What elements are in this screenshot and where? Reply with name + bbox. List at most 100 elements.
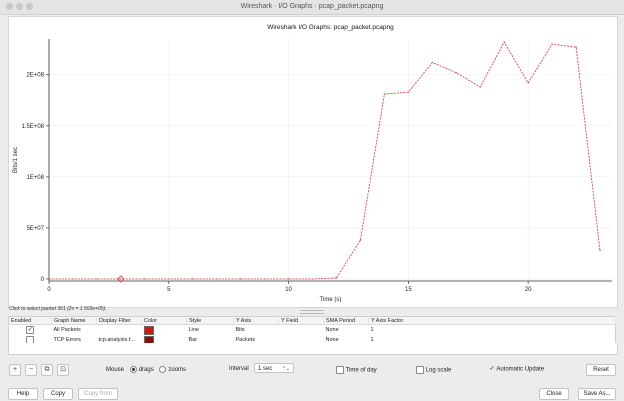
zooms-label[interactable]: zooms <box>168 367 187 374</box>
mouse-label: Mouse <box>106 367 125 374</box>
col-y-axis[interactable]: Y Axis <box>233 316 279 325</box>
display-filter-cell[interactable]: tcp.analysis.f... <box>98 337 135 343</box>
data-point <box>599 249 601 251</box>
col-color[interactable]: Color <box>141 316 187 325</box>
col-graph-name[interactable]: Graph Name <box>51 316 97 325</box>
x-tick-label: 0 <box>47 287 51 293</box>
data-point <box>144 278 146 280</box>
y-axis-factor-cell[interactable]: 1 <box>370 337 374 343</box>
chart-title: Wireshark I/O Graphs: pcap_packet.pcapng <box>267 24 394 31</box>
copy-from-button[interactable]: Copy from <box>78 388 118 400</box>
display-filter-cell[interactable] <box>97 325 142 336</box>
data-point <box>455 72 457 74</box>
x-axis-label: Time (s) <box>320 297 342 303</box>
data-point <box>287 278 290 280</box>
close-button[interactable]: Close <box>539 388 569 400</box>
y-field-cell[interactable] <box>279 325 324 336</box>
save-as-button[interactable]: Save As... <box>578 388 616 400</box>
data-point <box>120 278 122 280</box>
sma-period-cell[interactable]: None <box>325 337 339 343</box>
table-row[interactable]: ✓ All Packets Line Bits None 1 <box>9 325 616 336</box>
data-point <box>264 278 266 280</box>
data-point <box>503 41 505 43</box>
y-tick-label: 1.5E+08 <box>21 124 44 130</box>
time-of-day-checkbox[interactable] <box>336 366 344 374</box>
automatic-update-toggle[interactable]: ✓ Automatic Update <box>489 366 544 373</box>
color-swatch[interactable] <box>143 325 154 335</box>
minimize-window-button[interactable] <box>16 3 23 10</box>
data-point <box>192 278 194 280</box>
io-graph-plot[interactable]: Wireshark I/O Graphs: pcap_packet.pcapng… <box>8 16 618 308</box>
data-point <box>216 278 218 280</box>
data-point <box>168 278 170 280</box>
io-graph-chart[interactable]: Wireshark I/O Graphs: pcap_packet.pcapng… <box>9 17 617 307</box>
time-of-day-toggle[interactable]: Time of day <box>336 366 377 374</box>
y-tick-label: 0 <box>41 277 45 283</box>
drags-label[interactable]: drags <box>138 367 154 374</box>
sma-period-cell[interactable]: None <box>325 327 339 333</box>
automatic-update-checkbox[interactable]: ✓ <box>489 366 495 372</box>
interval-label: Interval <box>229 366 249 372</box>
x-tick-label: 5 <box>167 287 171 293</box>
y-axis-cell[interactable]: Packets <box>235 337 256 343</box>
table-row[interactable]: TCP Errors tcp.analysis.f... Bar Packets… <box>9 335 616 346</box>
data-point <box>551 43 553 45</box>
remove-graph-button[interactable]: − <box>25 364 37 376</box>
graph-name-cell[interactable]: TCP Errors <box>53 337 81 343</box>
close-window-button[interactable] <box>6 3 13 10</box>
log-scale-label[interactable]: Log scale <box>425 367 452 374</box>
graph-name-cell[interactable]: All Packets <box>53 327 81 333</box>
splitter-handle[interactable] <box>300 310 324 314</box>
col-enabled[interactable]: Enabled <box>8 316 52 325</box>
col-sma-period[interactable]: SMA Period <box>323 316 369 325</box>
interval-value: 1 sec <box>258 366 273 372</box>
x-tick-label: 15 <box>405 287 412 293</box>
col-y-field[interactable]: Y Field <box>278 316 324 325</box>
style-cell[interactable]: Line <box>188 327 199 333</box>
col-display-filter[interactable]: Display Filter <box>96 316 142 325</box>
title-bar: Wireshark · I/O Graphs · pcap_packet.pca… <box>0 0 624 15</box>
y-axis-label: Bits/1 sec <box>13 147 19 173</box>
y-axis-factor-cell[interactable]: 1 <box>370 327 374 333</box>
style-cell[interactable]: Bar <box>188 337 198 343</box>
log-scale-checkbox[interactable] <box>416 366 424 374</box>
data-point <box>311 278 314 280</box>
col-y-axis-factor[interactable]: Y Axis Factor <box>368 316 616 325</box>
graphs-table-empty-area <box>8 343 618 355</box>
reset-button[interactable]: Reset <box>586 364 616 376</box>
data-point <box>527 82 529 84</box>
log-scale-toggle[interactable]: Log scale <box>416 366 451 374</box>
zoom-window-button[interactable] <box>26 3 33 10</box>
y-tick-label: 1E+08 <box>26 175 44 181</box>
interval-select[interactable]: 1 sec ⌃⌄ <box>254 363 294 373</box>
data-point <box>407 91 409 93</box>
data-point <box>575 46 577 48</box>
series-line-all-packets <box>49 41 601 280</box>
status-hint: Click to select packet 361 (2s = 1.502e+… <box>9 306 107 312</box>
time-of-day-label[interactable]: Time of day <box>345 367 377 374</box>
data-point <box>96 278 98 280</box>
data-point <box>72 278 74 280</box>
clear-graphs-button[interactable]: ⊡ <box>57 364 69 376</box>
duplicate-graph-button[interactable]: ⧉ <box>41 364 53 376</box>
data-point <box>240 278 242 280</box>
enabled-checkbox[interactable]: ✓ <box>26 326 35 334</box>
data-point <box>359 239 362 241</box>
data-point <box>48 278 50 280</box>
zooms-radio[interactable] <box>159 366 167 373</box>
graphs-table: Enabled Graph Name Display Filter Color … <box>8 316 616 346</box>
data-point <box>335 277 338 279</box>
data-point <box>431 61 433 64</box>
col-style[interactable]: Style <box>186 316 234 325</box>
add-graph-button[interactable]: + <box>9 364 21 376</box>
chevron-updown-icon: ⌃⌄ <box>281 366 290 372</box>
y-tick-label: 5E+07 <box>26 226 44 232</box>
automatic-update-label[interactable]: Automatic Update <box>496 366 545 373</box>
copy-button[interactable]: Copy <box>43 388 73 400</box>
y-axis-cell[interactable]: Bits <box>235 327 245 333</box>
help-button[interactable]: Help <box>8 388 38 400</box>
data-point <box>383 93 386 95</box>
x-tick-label: 10 <box>285 287 292 293</box>
drags-radio[interactable] <box>129 366 137 373</box>
data-point <box>479 86 481 88</box>
